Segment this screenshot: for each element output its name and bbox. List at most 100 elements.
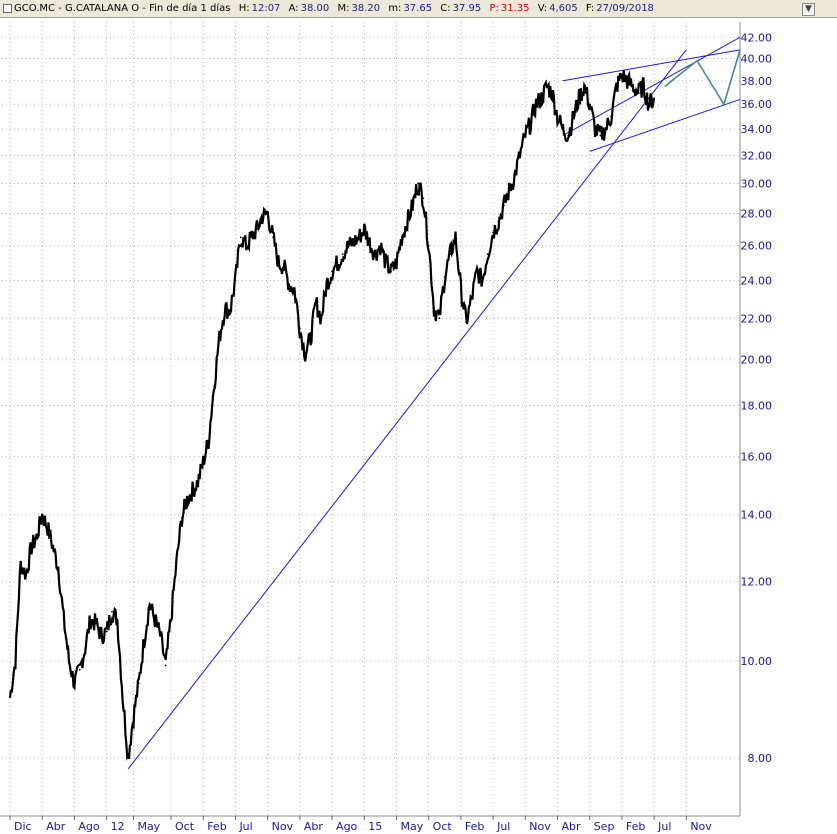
close-label: C:	[440, 3, 451, 14]
min-value: 37.65	[403, 3, 433, 14]
x-tick-label: Abr	[562, 820, 582, 833]
price-point	[427, 244, 430, 247]
price-point	[218, 337, 221, 340]
price-point	[261, 215, 264, 218]
high-time-label: H:	[238, 3, 250, 14]
open-value: 38.00	[300, 3, 330, 14]
collapse-icon[interactable]: ▼	[802, 3, 815, 16]
price-point	[315, 301, 317, 304]
x-tick-label: Jul	[657, 820, 671, 833]
price-point	[594, 128, 596, 130]
x-tick-label: May	[400, 820, 423, 833]
price-point	[599, 134, 602, 137]
volume-value: 4,605	[549, 3, 578, 14]
price-point	[545, 85, 548, 88]
price-point	[529, 121, 532, 124]
price-point	[213, 385, 215, 388]
price-point	[78, 668, 81, 671]
price-point	[196, 480, 199, 483]
price-point	[282, 265, 285, 268]
price-point	[363, 228, 366, 231]
y-axis: 8.00 10.00 12.00 14.00 16.00 18.00 20.00 22.00 2…	[741, 31, 773, 765]
price-point	[245, 244, 248, 247]
price-point	[250, 236, 253, 239]
price-point	[272, 236, 274, 239]
chart-background	[0, 18, 837, 834]
price-point	[186, 498, 189, 501]
price-point	[417, 182, 419, 185]
price-point	[556, 115, 559, 118]
y-tick-label: 24.00	[741, 274, 773, 287]
y-tick-label: 14.00	[741, 509, 773, 522]
price-point	[223, 307, 226, 310]
price-point	[508, 189, 511, 192]
price-point	[30, 546, 33, 548]
y-tick-label: 10.00	[741, 655, 773, 668]
y-tick-label: 42.00	[741, 31, 773, 44]
price-point	[567, 134, 570, 137]
x-tick-label: Feb	[465, 820, 484, 833]
y-tick-label: 32.00	[741, 149, 773, 162]
price-point	[400, 236, 403, 239]
x-tick-label: Jul	[238, 820, 252, 833]
price-point	[288, 283, 291, 286]
price-point	[137, 682, 140, 685]
x-tick-label: Abr	[46, 820, 66, 833]
date-value: 27/09/2018	[596, 3, 654, 14]
y-tick-label: 8.00	[748, 752, 773, 765]
price-point	[642, 85, 645, 88]
price-point	[116, 618, 119, 621]
price-point	[320, 317, 323, 320]
open-label: A:	[288, 3, 299, 14]
price-point	[578, 97, 580, 100]
price-point	[519, 154, 521, 157]
price-point	[610, 115, 613, 118]
price-point	[583, 85, 586, 88]
x-axis: Dic Abr Ago 12 May Oct Feb Jul Nov Abr Ago 15 May Oct…	[14, 820, 712, 833]
price-point	[347, 244, 350, 247]
y-tick-label: 12.00	[741, 576, 773, 589]
price-point	[572, 115, 575, 118]
y-tick-label: 30.00	[741, 177, 773, 190]
price-point	[352, 241, 355, 244]
y-tick-label: 20.00	[741, 354, 773, 367]
y-tick-label: 34.00	[741, 123, 773, 136]
price-point	[470, 298, 473, 300]
x-tick-label: Oct	[433, 820, 453, 833]
price-point	[647, 103, 650, 106]
price-point	[535, 103, 537, 106]
channel-lower-line	[589, 98, 741, 152]
price-point	[127, 757, 129, 759]
price-point	[68, 660, 70, 662]
price-point	[84, 647, 87, 650]
price-point	[94, 622, 97, 625]
p-value: 31.35	[500, 3, 530, 14]
y-tick-label: 16.00	[741, 451, 773, 464]
price-point	[336, 261, 339, 264]
price-point	[9, 696, 11, 699]
price-point	[374, 253, 376, 256]
price-point	[433, 307, 435, 310]
price-point	[540, 97, 543, 100]
price-point	[154, 618, 156, 621]
price-point	[476, 270, 478, 273]
y-tick-label: 22.00	[741, 312, 773, 325]
price-point	[89, 618, 92, 621]
price-point	[207, 439, 210, 442]
price-point	[422, 197, 425, 200]
price-point	[41, 513, 44, 516]
x-tick-label: Nov	[272, 820, 294, 833]
chart-header: GCO.MC - G.CATALANA O - Fin de día 1 día…	[0, 0, 837, 18]
price-point	[604, 128, 607, 130]
y-tick-label: 40.00	[741, 52, 773, 65]
price-point	[631, 85, 634, 88]
price-point	[481, 279, 484, 282]
price-point	[368, 241, 371, 244]
price-point	[621, 74, 623, 76]
price-point	[266, 212, 269, 215]
price-point	[395, 261, 398, 264]
outer-trendline	[562, 36, 741, 136]
chart-grid	[0, 22, 741, 820]
price-point	[492, 231, 494, 234]
price-point	[73, 682, 76, 685]
